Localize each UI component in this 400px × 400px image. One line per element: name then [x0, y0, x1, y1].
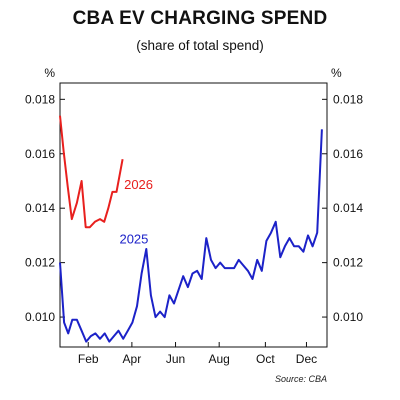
y-axis-right: 0.010 0.012 0.014 0.016 0.018 [322, 92, 363, 324]
y-tick-label-right: 0.018 [333, 92, 363, 106]
chart-subtitle: (share of total spend) [136, 38, 264, 53]
x-tick-label: Apr [123, 352, 142, 366]
y-tick-label-left: 0.014 [25, 201, 55, 215]
x-tick-label: Dec [296, 352, 317, 366]
series-label-2025: 2025 [119, 232, 148, 247]
series-lines [59, 115, 323, 343]
x-tick-label: Aug [208, 352, 229, 366]
y-unit-right: % [331, 66, 342, 80]
x-tick-label: Jun [166, 352, 185, 366]
y-axis-left: 0.010 0.012 0.014 0.016 0.018 [25, 92, 65, 324]
x-tick-label: Feb [78, 352, 99, 366]
y-tick-label-left: 0.016 [25, 147, 55, 161]
series-labels: 2026 2025 [119, 177, 153, 246]
y-tick-label-right: 0.010 [333, 310, 363, 324]
plot-frame [59, 82, 328, 348]
y-tick-label-right: 0.012 [333, 256, 363, 270]
x-tick-label: Oct [256, 352, 275, 366]
source-note: Source: CBA [275, 374, 327, 384]
y-tick-label-left: 0.018 [25, 92, 55, 106]
y-tick-label-right: 0.014 [333, 201, 363, 215]
series-line-2025 [59, 129, 323, 343]
y-tick-label-left: 0.010 [25, 310, 55, 324]
y-tick-label-left: 0.012 [25, 256, 55, 270]
chart-title: CBA EV CHARGING SPEND [72, 8, 328, 29]
series-line-2026 [59, 115, 124, 229]
y-tick-label-right: 0.016 [333, 147, 363, 161]
x-axis: Feb Apr Jun Aug Oct Dec [78, 342, 317, 366]
series-label-2026: 2026 [124, 177, 153, 192]
y-unit-left: % [44, 66, 55, 80]
